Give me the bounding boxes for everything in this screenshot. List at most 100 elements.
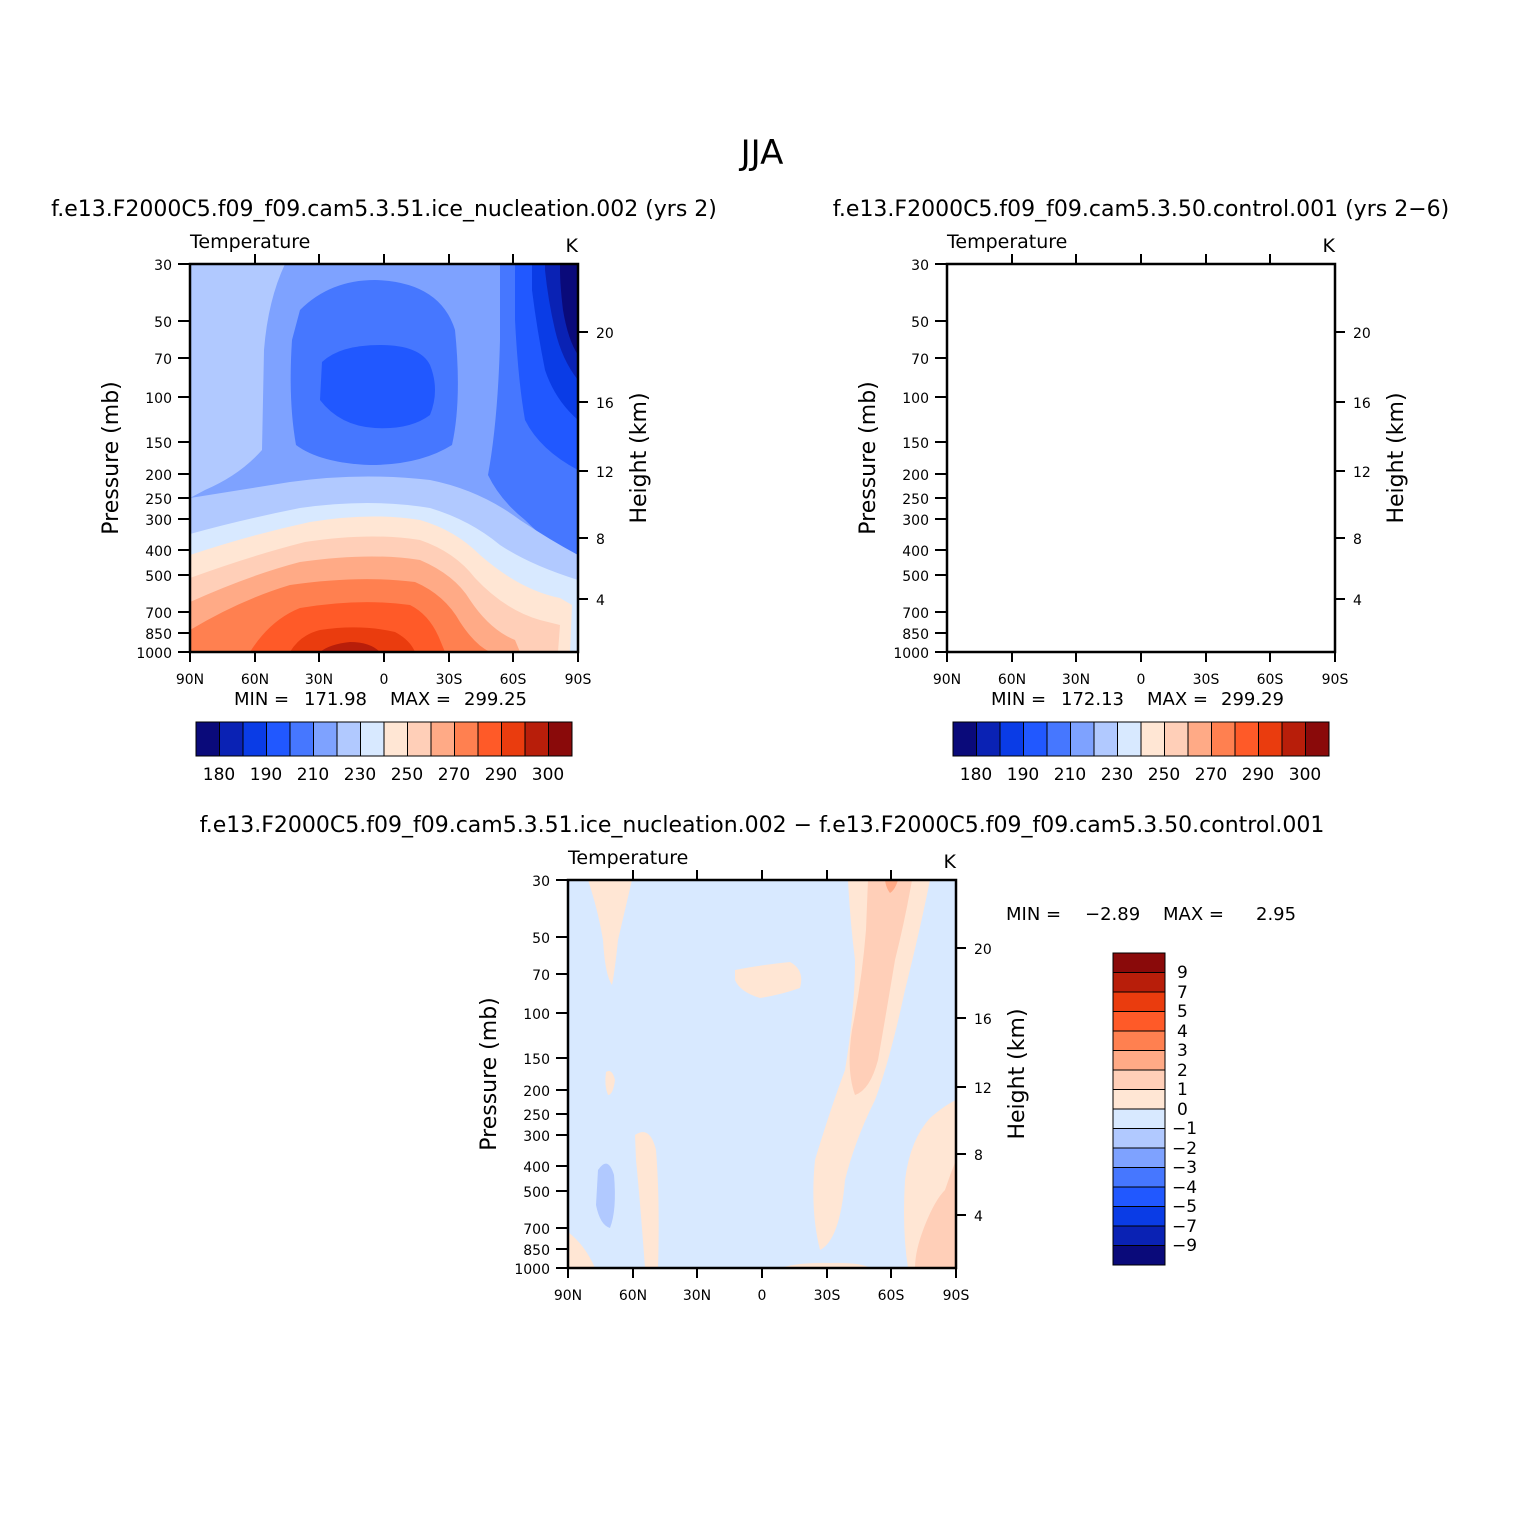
contour-band-warm-orange [947,579,1247,652]
ytick-right-label: 12 [596,465,614,481]
ytick-label: 50 [911,315,929,331]
colorbar-swatch [1164,721,1189,757]
y-axis-title: Pressure (mb) [856,381,881,535]
contour-band-pale-blue [947,503,1335,652]
xtick-label: 60S [1257,672,1284,688]
colorbar-label: −5 [1172,1197,1197,1217]
colorbar-swatch [548,721,573,757]
colorbar-label: 180 [960,765,992,785]
y-axis-right-title: Height (km) [627,392,652,523]
ytick-label: 500 [902,569,929,585]
ytick-right-label: 4 [1353,593,1362,609]
ytick-label: 30 [154,258,172,274]
contour-band-dark-red [320,642,380,652]
colorbar-swatch [976,721,1001,757]
colorbar-swatch [952,721,977,757]
colorbar-swatch [360,721,385,757]
contour-band-dark-red [1077,642,1137,652]
colorbar-label: 9 [1177,963,1188,983]
panel-subtitle-left: Temperature [189,231,310,253]
ytick-label: 1000 [514,1262,550,1278]
colorbar-swatch [1112,1050,1166,1071]
y-axis-left: 30 50 70 100 150 200 250 300 400 500 700… [893,258,929,662]
contour-blue-right [1272,264,1335,470]
colorbar-swatch [1112,1108,1166,1129]
ytick-label: 300 [902,513,929,529]
colorbar-swatch [1112,1030,1166,1051]
ytick-label: 70 [154,352,172,368]
panel-subtitle-left: Temperature [567,847,688,869]
colorbar-label: 300 [1289,765,1321,785]
figure-title: JJA [739,133,784,173]
colorbar-label: 230 [1101,765,1133,785]
ytick-label: 50 [532,931,550,947]
contour-orange-right-band [849,880,912,1095]
colorbar-label: 190 [250,765,282,785]
colorbar-labels: 180 190 210 230 250 270 290 300 [960,765,1321,785]
ytick-right-label: 16 [596,396,614,412]
xtick-label: 60N [619,1288,647,1304]
contour-background [947,264,1335,652]
panel-title: f.e13.F2000C5.f09_f09.cam5.3.51.ice_nucl… [200,813,1325,838]
colorbar-swatch [266,721,291,757]
xtick-label: 60N [998,672,1026,688]
colorbar-swatch [1258,721,1283,757]
colorbar-swatch [1140,721,1165,757]
xtick-label: 60N [241,672,269,688]
colorbar-swatch [1305,721,1330,757]
colorbar-swatch [336,721,361,757]
contour-cold-core-inner [1077,345,1192,428]
stats-min-value: 171.98 [304,689,367,710]
panel-units: K [944,851,957,873]
colorbar-label: 270 [1195,765,1227,785]
colorbar-swatch [1112,1128,1166,1149]
contour-darker-blue-right [1302,264,1335,380]
contour-light-left [947,264,1042,498]
ytick-label: 500 [523,1185,550,1201]
colorbar-label: 300 [532,765,564,785]
contour-positive-bottom-strip [780,1262,870,1268]
colorbar-swatch [289,721,314,757]
y-axis-right: 20 16 12 8 4 [596,326,614,609]
colorbar-vertical [1112,952,1166,1266]
colorbar-swatch [454,721,479,757]
ytick-label: 1000 [893,646,929,662]
colorbar-swatch [1211,721,1236,757]
colorbar-label: −9 [1172,1236,1197,1256]
colorbar-swatch [1112,952,1166,973]
ytick-label: 300 [523,1129,550,1145]
colorbar-swatch [501,721,526,757]
plot-frame [945,262,1337,654]
ytick-right-label: 12 [1353,465,1371,481]
y-axis-title: Pressure (mb) [99,381,124,535]
x-axis: 90N 60N 30N 0 30S 60S 90S [176,672,592,688]
ytick-label: 200 [902,468,929,484]
xtick-label: 90N [933,672,961,688]
contour-band-light-orange [947,536,1317,652]
xtick-label: 30S [436,672,463,688]
contour-positive-left-column [635,1132,659,1268]
colorbar-label: −7 [1172,1217,1197,1237]
ytick-label: 700 [902,606,929,622]
panel-units: K [566,235,579,257]
colorbar-label: 7 [1177,983,1188,1003]
colorbar-swatch [1112,1225,1166,1246]
colorbar-label: −4 [1172,1178,1197,1198]
contour-positive-top-left [588,880,632,985]
colorbar-swatch [1112,1147,1166,1168]
xtick-label: 0 [1137,672,1146,688]
y-axis-right-title: Height (km) [1384,392,1409,523]
xtick-label: 30N [305,672,333,688]
colorbar-swatch [219,721,244,757]
colorbar-label: −2 [1172,1139,1197,1159]
xtick-label: 90S [1322,672,1349,688]
panel-difference: f.e13.F2000C5.f09_f09.cam5.3.51.ice_nucl… [200,813,1325,1304]
temperature-contours [947,264,1335,652]
xtick-label: 90S [943,1288,970,1304]
colorbar-swatch [242,721,267,757]
xtick-label: 0 [380,672,389,688]
colorbar-labels: 9 7 5 4 3 2 1 0 −1 −2 −3 −4 −5 −7 −9 [1172,963,1197,1256]
ytick-label: 250 [902,492,929,508]
colorbar-label: 230 [344,765,376,785]
xtick-label: 30N [683,1288,711,1304]
